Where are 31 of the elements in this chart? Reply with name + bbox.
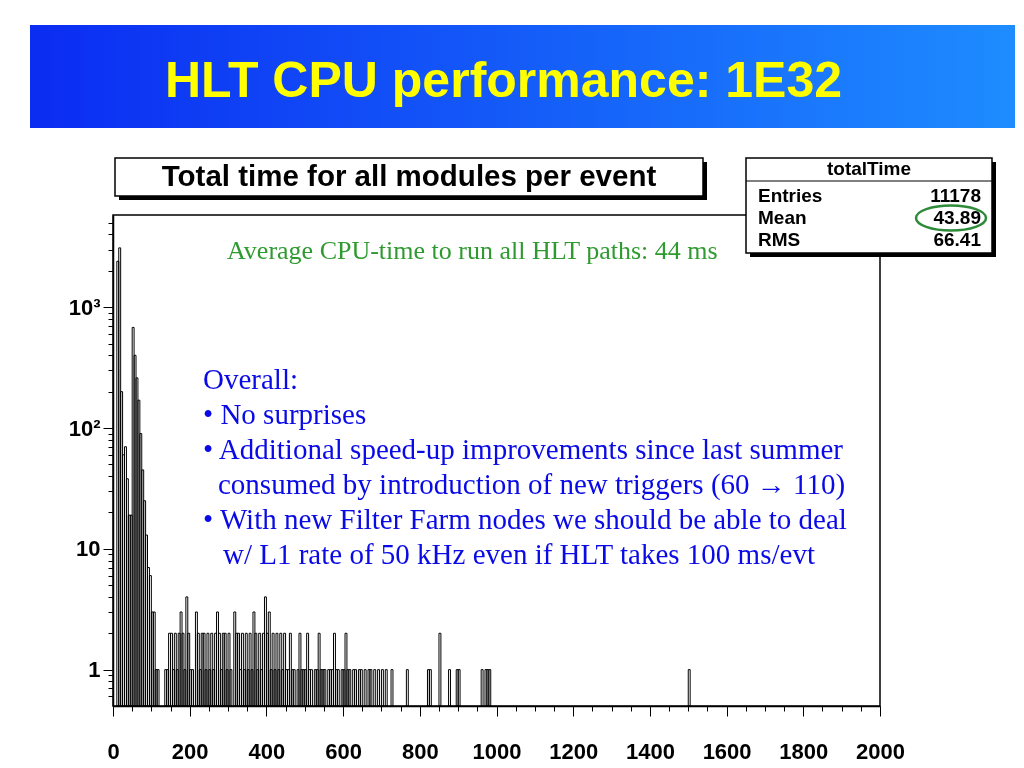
annotation: Average CPU-time to run all HLT paths: 44 ms xyxy=(227,236,718,265)
chart-title: HLT CPU performance: 1E32 xyxy=(165,52,843,108)
annotation: RMS xyxy=(758,229,801,250)
x-tick-label: 1000 xyxy=(472,738,522,764)
annotation: w/ L1 rate of 50 kHz even if HLT takes 100 ms/evt xyxy=(223,538,815,570)
x-tick-label: 800 xyxy=(401,738,439,764)
x-tick-label: 1600 xyxy=(702,738,752,764)
annotation: Overall: xyxy=(203,363,299,395)
text: 66.41 xyxy=(933,229,982,250)
annotation: Mean xyxy=(758,207,807,228)
x-tick-label: 1800 xyxy=(779,738,829,764)
x-tick-label: 400 xyxy=(248,738,286,764)
chart-subtitle: Total time for all modules per event xyxy=(161,159,657,192)
x-tick-label: 1200 xyxy=(549,738,599,764)
annotation: • Additional speed-up improvements since last summer xyxy=(203,433,844,465)
y-tick-label: 10³ xyxy=(68,294,101,320)
y-tick-label: 10² xyxy=(68,415,101,441)
x-tick-label: 0 xyxy=(107,738,120,764)
annotation: • With new Filter Farm nodes we should be able to deal xyxy=(203,503,847,535)
x-tick-label: 1400 xyxy=(625,738,675,764)
annotation: consumed by introduction of new triggers (60 → 110) xyxy=(218,468,846,501)
text: totalTime xyxy=(826,158,912,179)
x-tick-label: 2000 xyxy=(856,738,905,764)
text: 11178 xyxy=(930,185,981,206)
x-tick-label: 600 xyxy=(325,738,362,764)
annotation: • No surprises xyxy=(203,398,367,430)
y-tick-label: 1 xyxy=(88,657,101,683)
text: Entries xyxy=(758,185,823,206)
y-tick-label: 10 xyxy=(76,536,101,562)
text: 43.89 xyxy=(933,207,981,228)
x-tick-label: 200 xyxy=(171,738,209,764)
